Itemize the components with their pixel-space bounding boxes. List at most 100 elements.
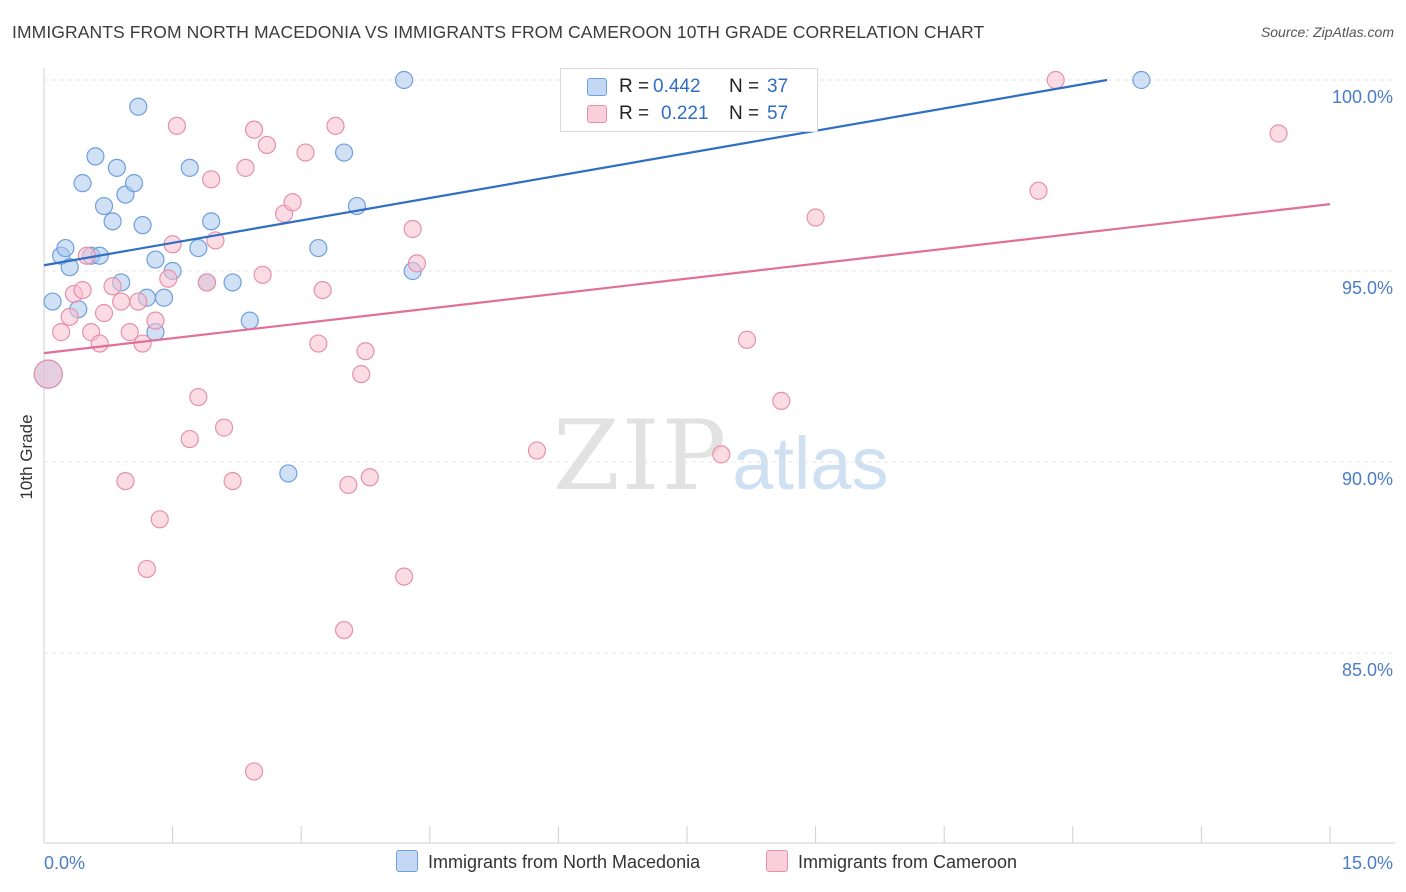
point-cameroon [137, 559, 156, 579]
legend-r-label: R = [619, 103, 650, 124]
watermark-atlas: atlas [732, 422, 889, 505]
point-north-macedonia [94, 196, 114, 216]
point-cameroon [214, 418, 234, 437]
point-cameroon [112, 292, 131, 311]
watermark-zip: ZIP [553, 400, 729, 512]
point-cameroon [737, 330, 757, 349]
x-tick-label: 0.0% [44, 853, 85, 873]
x-tick-label: 15.0% [1342, 853, 1393, 873]
point-north-macedonia [129, 97, 148, 116]
point-north-macedonia [1132, 70, 1151, 90]
point-cameroon [159, 269, 178, 288]
point-cameroon [202, 170, 221, 189]
y-tick-label: 95.0% [1342, 278, 1393, 298]
legend-swatch-blue [587, 78, 607, 96]
point-north-macedonia [133, 216, 152, 235]
point-cameroon [52, 323, 71, 342]
point-north-macedonia [202, 212, 221, 231]
point-cameroon [403, 219, 422, 239]
point-cameroon [236, 158, 255, 177]
point-cameroon [806, 208, 825, 227]
point-cameroon [527, 441, 547, 460]
chart-title: IMMIGRANTS FROM NORTH MACEDONIA VS IMMIG… [12, 22, 985, 42]
correlation-legend: R = 0.442 N = 37 R = 0.221 N = 57 [560, 68, 818, 132]
point-cameroon [253, 265, 272, 284]
point-north-macedonia [309, 238, 328, 258]
bottom-legend-label: Immigrants from Cameroon [798, 852, 1018, 872]
point-cameroon [296, 143, 315, 162]
point-cameroon [1029, 181, 1048, 200]
point-cameroon [360, 468, 379, 487]
point-cameroon [197, 273, 216, 292]
point-north-macedonia [189, 238, 208, 258]
point-north-macedonia [43, 292, 62, 311]
point-north-macedonia [124, 174, 144, 193]
point-north-macedonia [334, 143, 354, 162]
y-tick-label: 85.0% [1342, 660, 1393, 680]
point-north-macedonia [279, 464, 298, 483]
point-cameroon [120, 323, 139, 342]
point-cameroon [180, 429, 199, 449]
legend-n-value: 57 [767, 103, 789, 124]
point-cameroon [352, 365, 371, 384]
point-cameroon [313, 281, 332, 300]
point-cameroon [116, 472, 135, 491]
point-cameroon [244, 120, 264, 139]
point-cameroon [90, 334, 109, 353]
trend-line-cameroon [43, 203, 1331, 355]
point-cameroon [244, 762, 264, 781]
point-cameroon [33, 359, 63, 389]
source-credit: Source: ZipAtlas.com [1260, 24, 1394, 40]
legend-n-label: N = [729, 76, 760, 97]
point-north-macedonia [240, 311, 259, 330]
point-cameroon [94, 303, 114, 323]
bottom-legend-swatch-blue [396, 850, 418, 873]
zipatlas-watermark: ZIPatlas [553, 400, 889, 512]
bottom-legend-north-macedonia: Immigrants from North Macedonia [396, 850, 700, 874]
point-north-macedonia [180, 158, 199, 177]
point-north-macedonia [154, 288, 174, 307]
data-points [33, 70, 1288, 781]
point-cameroon [407, 254, 427, 273]
point-cameroon [326, 116, 345, 135]
point-north-macedonia [73, 174, 92, 193]
bottom-legend-cameroon: Immigrants from Cameroon [766, 850, 1018, 874]
point-cameroon [309, 334, 328, 353]
point-north-macedonia [223, 273, 242, 292]
point-cameroon [283, 193, 302, 212]
point-north-macedonia [146, 250, 165, 269]
trend-lines [43, 78, 1331, 355]
bottom-legend-swatch-pink [766, 850, 788, 873]
point-cameroon [712, 445, 731, 464]
point-cameroon [167, 116, 186, 135]
legend-swatch-pink [587, 105, 607, 123]
point-north-macedonia [103, 212, 122, 231]
y-tick-label: 90.0% [1342, 469, 1393, 489]
point-cameroon [60, 307, 79, 326]
axis-labels: 85.0% 90.0% 95.0% 100.0% 0.0% 15.0% 10th Grade [17, 87, 1393, 873]
legend-n-value: 37 [767, 76, 789, 97]
point-cameroon [129, 292, 148, 311]
point-cameroon [103, 277, 122, 296]
legend-n-label: N = [729, 103, 760, 124]
point-cameroon [150, 510, 169, 529]
point-cameroon [394, 567, 414, 586]
point-north-macedonia [60, 258, 79, 277]
point-cameroon [334, 620, 354, 640]
point-cameroon [189, 387, 208, 407]
trend-line-north-macedonia [43, 78, 1108, 267]
legend-r-label: R = [619, 76, 650, 97]
point-cameroon [73, 281, 92, 300]
legend-r-value: 0.221 [661, 103, 709, 124]
y-tick-label: 100.0% [1332, 87, 1393, 107]
point-cameroon [1269, 124, 1288, 143]
point-cameroon [1046, 70, 1065, 90]
point-cameroon [356, 342, 375, 361]
point-north-macedonia [56, 238, 75, 258]
point-north-macedonia [394, 70, 414, 90]
y-axis-title: 10th Grade [17, 414, 36, 499]
point-cameroon [257, 135, 277, 155]
point-cameroon [146, 311, 165, 330]
point-north-macedonia [86, 147, 105, 166]
legend-r-value: 0.442 [653, 76, 701, 97]
